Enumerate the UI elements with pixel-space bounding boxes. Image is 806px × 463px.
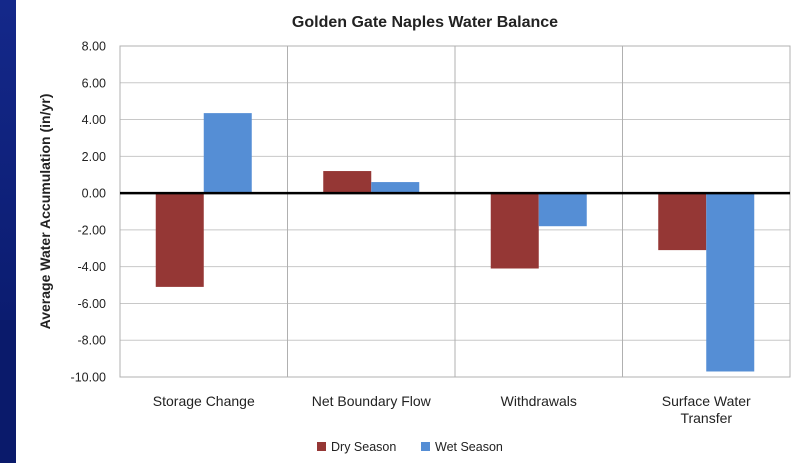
y-tick-label: -10.00 — [71, 371, 106, 385]
y-tick-label: 8.00 — [82, 40, 106, 54]
chart-card: Golden Gate Naples Water Balance 8.00 6.00… — [16, 0, 806, 463]
y-tick-label: 2.00 — [82, 150, 106, 164]
bar-dry-season — [490, 193, 539, 269]
legend-swatch-1 — [421, 442, 430, 451]
bar-wet-season — [371, 182, 420, 194]
y-tick-label: -6.00 — [78, 297, 107, 311]
bar-wet-season — [706, 193, 755, 372]
slide-background-stripe — [0, 0, 16, 320]
chart-title: Golden Gate Naples Water Balance — [292, 14, 558, 31]
water-balance-chart: Golden Gate Naples Water Balance 8.00 6.00… — [37, 14, 791, 454]
bar-dry-season — [323, 171, 372, 194]
bar-wet-season — [203, 113, 252, 194]
category-label: Storage Change — [153, 393, 255, 409]
category-label: Net Boundary Flow — [312, 393, 432, 409]
category-label: Surface Water — [662, 393, 751, 409]
legend-label: Dry Season — [331, 440, 396, 454]
y-tick-label: 6.00 — [82, 76, 106, 90]
y-tick-label: -4.00 — [78, 260, 107, 274]
legend-swatch-0 — [317, 442, 326, 451]
category-label: Transfer — [680, 410, 732, 426]
bar-dry-season — [155, 193, 204, 287]
y-tick-label: -2.00 — [78, 223, 107, 237]
bar-dry-season — [658, 193, 707, 251]
y-axis-label: Average Water Accumulation (in/yr) — [37, 94, 53, 330]
y-tick-label: 4.00 — [82, 113, 106, 127]
legend-label: Wet Season — [435, 440, 503, 454]
bar-wet-season — [538, 193, 587, 227]
y-tick-label: -8.00 — [78, 334, 107, 348]
y-tick-label: 0.00 — [82, 187, 106, 201]
category-label: Withdrawals — [501, 393, 577, 409]
